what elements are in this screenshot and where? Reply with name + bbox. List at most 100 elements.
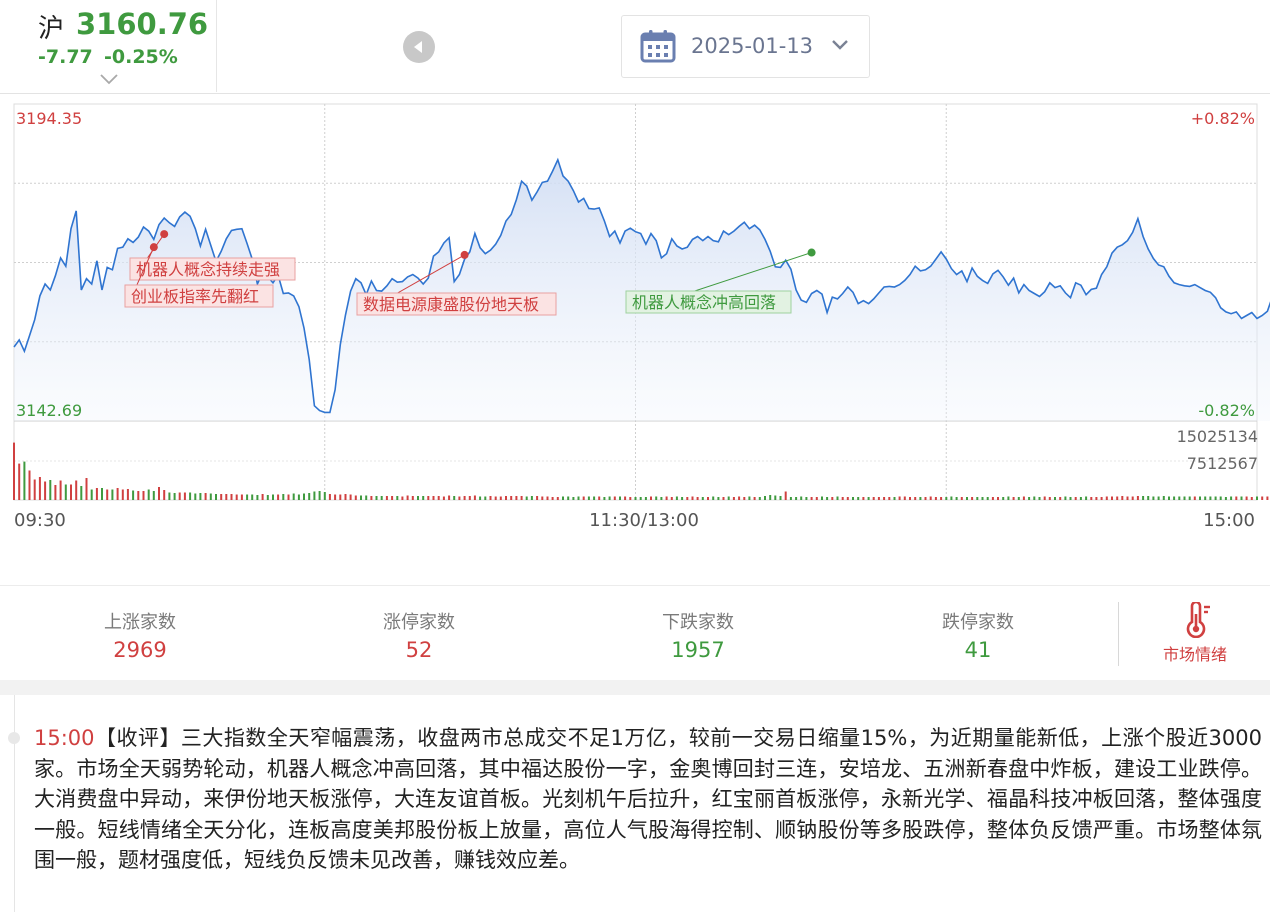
volume-bar — [598, 496, 601, 500]
volume-max-label: 15025134 — [1177, 427, 1258, 446]
volume-bar — [536, 496, 539, 500]
volume-bar — [349, 494, 352, 500]
x-tick-label: 11:30/13:00 — [589, 510, 699, 531]
stat-value: 1957 — [671, 638, 725, 662]
volume-bar — [240, 494, 243, 500]
volume-bar — [1007, 496, 1010, 500]
volume-bar — [468, 496, 471, 500]
chevron-down-icon[interactable] — [99, 72, 119, 86]
index-summary[interactable]: 沪 3160.76 -7.77 -0.25% — [0, 0, 217, 92]
volume-bar — [152, 491, 155, 500]
event-marker — [149, 243, 158, 252]
volume-bar — [297, 494, 300, 500]
volume-bar — [266, 495, 269, 500]
volume-bar — [981, 497, 984, 500]
volume-bar — [1074, 497, 1077, 500]
volume-bar — [1245, 496, 1248, 500]
stat-label: 涨停家数 — [383, 612, 455, 633]
volume-bar — [551, 497, 554, 500]
header: 沪 3160.76 -7.77 -0.25% 2025-01-13 — [0, 0, 1270, 94]
volume-bar — [991, 497, 994, 500]
volume-bar — [370, 496, 373, 500]
volume-bar — [1059, 497, 1062, 500]
volume-bar — [556, 497, 559, 500]
volume-bar — [546, 496, 549, 500]
volume-bar — [417, 496, 419, 500]
volume-bar — [235, 494, 238, 500]
price-min-label: 3142.69 — [16, 401, 82, 420]
volume-bar — [1152, 496, 1155, 500]
volume-bar — [505, 496, 507, 500]
news-feed: 15:00【收评】三大指数全天窄幅震荡，收盘两市总成交不足1万亿，较前一交易日缩… — [0, 695, 1270, 912]
volume-bar — [132, 490, 135, 500]
volume-bar — [613, 496, 616, 500]
volume-bar — [33, 479, 36, 500]
pct-max-label: +0.82% — [1191, 109, 1255, 128]
volume-bar — [448, 495, 451, 500]
previous-day-button[interactable] — [403, 31, 435, 63]
volume-bar — [442, 496, 445, 500]
volume-bar — [328, 494, 331, 500]
stat-value: 2969 — [113, 638, 167, 662]
volume-bar — [893, 497, 896, 500]
volume-bar — [1022, 496, 1025, 500]
volume-bar — [1224, 497, 1227, 500]
volume-bar — [738, 496, 741, 500]
volume-bar — [909, 497, 911, 500]
volume-bar — [530, 496, 533, 500]
volume-bar — [567, 496, 570, 500]
market-mood-button[interactable]: 市场情绪 — [1118, 602, 1270, 666]
volume-bar — [499, 496, 502, 500]
volume-bar — [473, 495, 476, 500]
volume-bar — [1002, 497, 1005, 500]
event-label-box — [625, 290, 792, 314]
volume-bar — [126, 489, 129, 500]
volume-bar — [914, 497, 917, 500]
news-item[interactable]: 15:00【收评】三大指数全天窄幅震荡，收盘两市总成交不足1万亿，较前一交易日缩… — [34, 723, 1262, 876]
volume-bar — [64, 484, 67, 500]
volume-bar — [862, 497, 865, 500]
volume-bar — [220, 494, 223, 500]
volume-bar — [971, 497, 974, 500]
volume-bar — [101, 488, 103, 500]
volume-bar — [137, 491, 140, 500]
volume-bar — [106, 489, 109, 500]
market-breadth: 上涨家数 2969 涨停家数 52 下跌家数 1957 跌停家数 41 市场情绪 — [0, 585, 1270, 681]
volume-bar — [764, 496, 766, 500]
volume-bar — [1230, 496, 1233, 500]
volume-bar — [59, 480, 62, 500]
volume-bar — [437, 496, 440, 500]
intraday-chart[interactable]: 3194.35 3142.69 +0.82% -0.82% 15025134 751256… — [0, 94, 1270, 584]
date-picker[interactable]: 2025-01-13 — [621, 15, 870, 78]
stat-decliners: 下跌家数 1957 — [558, 586, 838, 681]
chevron-down-icon — [832, 40, 848, 50]
event-label-box — [356, 292, 557, 316]
volume-bar — [1079, 497, 1082, 500]
volume-bar — [1126, 496, 1129, 500]
volume-bar — [779, 496, 782, 500]
stat-limit-up: 涨停家数 52 — [279, 586, 559, 681]
volume-bar — [1131, 496, 1134, 500]
index-change-pct: -0.25% — [104, 46, 178, 68]
volume-bar — [1261, 496, 1264, 500]
volume-bar — [365, 495, 368, 500]
volume-bar — [1178, 496, 1181, 500]
volume-bar — [199, 493, 202, 500]
triangle-left-icon — [414, 41, 422, 53]
volume-bar — [945, 497, 948, 500]
volume-bar — [655, 496, 658, 500]
volume-bar — [1085, 496, 1088, 500]
volume-bar — [717, 497, 720, 500]
volume-bar — [525, 496, 528, 500]
volume-bar — [318, 491, 321, 500]
volume-bar — [572, 497, 575, 500]
volume-bar — [18, 463, 21, 500]
volume-bar — [997, 497, 999, 500]
volume-bar — [401, 496, 404, 500]
volume-bar — [277, 494, 280, 500]
volume-bar — [789, 497, 792, 500]
volume-bar — [821, 496, 823, 500]
volume-bar — [1111, 496, 1113, 500]
volume-bar — [753, 497, 756, 500]
volume-bar — [1054, 497, 1056, 500]
